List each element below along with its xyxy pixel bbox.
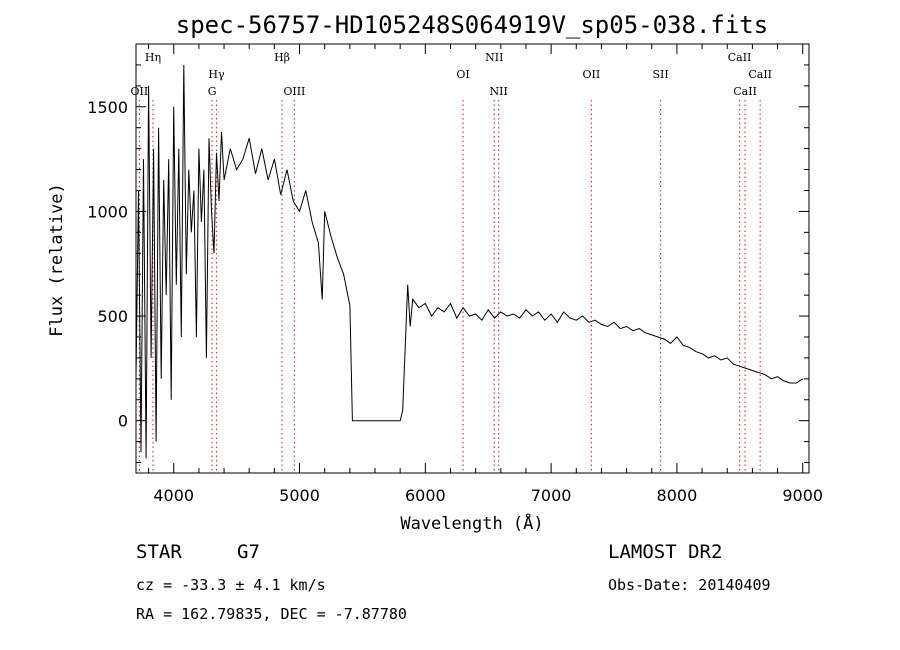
coordinates: RA = 162.79835, DEC = -7.87780 — [136, 605, 407, 623]
line-marker-label: G — [208, 85, 217, 98]
y-tick-label: 1000 — [87, 202, 128, 221]
x-tick-label: 7000 — [531, 486, 572, 505]
chart-title: spec-56757-HD105248S064919V_sp05-038.fit… — [176, 11, 768, 39]
line-marker-label: CaII — [728, 51, 752, 64]
x-tick-label: 8000 — [657, 486, 698, 505]
spectrum-line — [135, 64, 803, 459]
x-tick-label: 6000 — [405, 486, 446, 505]
line-marker-label: NII — [485, 51, 503, 64]
x-tick-label: 4000 — [153, 486, 194, 505]
y-axis-label: Flux (relative) — [47, 183, 67, 337]
y-tick-label: 1500 — [87, 98, 128, 117]
spectral-subclass: G7 — [237, 541, 260, 563]
observation-date: Obs-Date: 20140409 — [608, 576, 771, 594]
x-axis-label: Wavelength (Å) — [400, 512, 543, 534]
plot-frame — [135, 43, 810, 474]
line-marker-label: OIII — [283, 85, 305, 98]
x-tick-label: 9000 — [782, 486, 823, 505]
line-marker-label: OII — [131, 85, 149, 98]
redshift-velocity: cz = -33.3 ± 4.1 km/s — [136, 576, 326, 594]
y-tick-label: 0 — [118, 412, 128, 431]
line-marker-label: NII — [490, 85, 508, 98]
line-marker-label: CaII — [733, 85, 757, 98]
line-marker-label: OII — [583, 68, 601, 81]
line-marker-label: OI — [456, 68, 469, 81]
line-marker-label: SII — [652, 68, 668, 81]
line-marker-label: Hη — [145, 51, 161, 64]
line-marker-label: Hβ — [274, 51, 290, 64]
x-tick-label: 5000 — [279, 486, 320, 505]
line-marker-label: CaII — [748, 68, 772, 81]
plot-area: OII Hη Hγ G Hβ OIII OI NII NII OII SII CaII CaII CaII… — [87, 43, 823, 505]
y-tick-label: 500 — [97, 307, 128, 326]
object-type: STAR — [136, 541, 182, 563]
survey-name: LAMOST DR2 — [608, 541, 723, 563]
line-marker-label: Hγ — [208, 68, 225, 81]
